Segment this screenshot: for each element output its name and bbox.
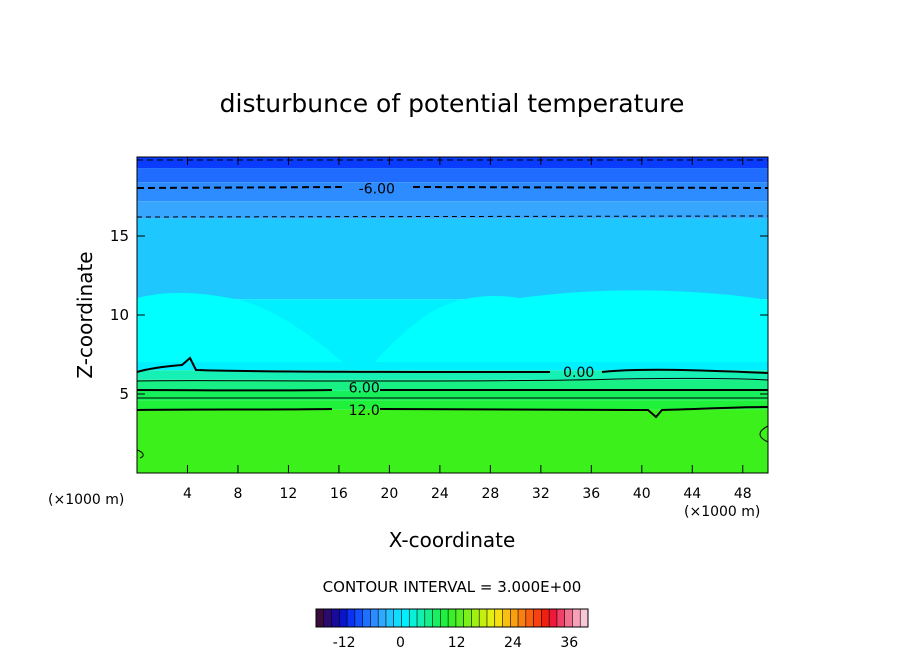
field-band	[137, 157, 768, 169]
colorbar-swatch	[486, 609, 496, 627]
colorbar-swatch	[572, 609, 581, 627]
colorbar-swatch	[494, 609, 504, 627]
contour-line	[759, 425, 769, 443]
x-axis-label: X-coordinate	[389, 528, 516, 552]
field-band	[137, 168, 768, 183]
colorbar-swatch	[316, 609, 325, 627]
x-tick-label: 24	[431, 486, 449, 502]
field-band	[137, 409, 768, 473]
x-tick-label: 48	[734, 486, 752, 502]
y-tick-label: 5	[119, 385, 129, 403]
colorbar-swatch	[370, 609, 379, 627]
x-tick-label: 28	[481, 486, 499, 502]
field-band	[137, 379, 768, 391]
colorbar-ticks: -12 0 12 24 36	[333, 635, 579, 651]
cool-domes	[137, 290, 768, 362]
colorbar-swatch	[401, 609, 410, 627]
colorbar-swatch	[440, 609, 449, 627]
colorbar-swatch	[564, 609, 573, 627]
dome-shape	[375, 290, 768, 362]
contour-line	[136, 406, 769, 419]
colorbar-swatch	[424, 609, 434, 627]
plot-area: -6.00 0.00 6.00 12.0	[136, 156, 769, 474]
contour-line	[136, 186, 769, 189]
colorbar-swatch	[518, 609, 527, 627]
field-band	[137, 400, 768, 410]
x-tick-label: 36	[582, 486, 600, 502]
field-band	[137, 182, 768, 202]
colorbar-swatch	[378, 609, 387, 627]
x-tick-label: 8	[233, 486, 242, 502]
colorbar-swatch	[362, 609, 371, 627]
colorbar-tick-label: 12	[448, 635, 466, 651]
colorbar-swatch	[502, 609, 511, 627]
colorbar-tick-label: 24	[504, 635, 522, 651]
contour-labels: -6.00 0.00 6.00 12.0	[349, 182, 595, 419]
colorbar-swatch	[393, 609, 402, 627]
colorbar-swatch	[331, 609, 340, 627]
contour-line	[136, 449, 144, 459]
colorbar-swatch	[556, 609, 566, 627]
colorbar-swatch	[471, 609, 480, 627]
field-band	[137, 390, 768, 401]
dome-shape	[137, 292, 342, 362]
x-tick-label: 16	[330, 486, 348, 502]
colorbar-tick-label: -12	[333, 635, 356, 651]
colorbar-tick-label: 36	[560, 635, 578, 651]
colorbar-swatch	[479, 609, 488, 627]
x-tick-label: 32	[532, 486, 550, 502]
colorbar-swatch	[339, 609, 348, 627]
field-band	[137, 201, 768, 219]
colorbar-swatch	[432, 609, 441, 627]
x-unit-right: (×1000 m)	[684, 504, 760, 520]
colorbar-swatch	[385, 609, 395, 627]
colorbar-swatch	[463, 609, 472, 627]
contour-label: 12.0	[349, 403, 380, 419]
colorbar-swatch	[525, 609, 535, 627]
contour-label: 0.00	[563, 365, 594, 381]
field-band	[137, 370, 768, 380]
contour-label: 6.00	[349, 381, 380, 397]
contour-interval-text: CONTOUR INTERVAL = 3.000E+00	[323, 578, 582, 596]
y-tick-label: 15	[110, 227, 129, 245]
colorbar-swatch	[347, 609, 356, 627]
chart-title: disturbunce of potential temperature	[220, 89, 685, 118]
x-unit-left: (×1000 m)	[48, 492, 124, 508]
contour-lines	[136, 159, 769, 459]
colorbar-tick-label: 0	[396, 635, 405, 651]
x-tick-label: 20	[380, 486, 398, 502]
colorbar-swatch	[533, 609, 542, 627]
contour-line	[136, 377, 769, 382]
y-axis: 5 10 15	[110, 227, 768, 403]
y-axis-label: Z-coordinate	[73, 251, 97, 378]
field-band	[137, 218, 768, 300]
colorbar-swatch	[354, 609, 364, 627]
contour-label: -6.00	[359, 182, 395, 198]
x-axis: 4 8 12 16 20 24 28 32 36 40 44 48	[183, 157, 752, 502]
y-tick-label: 10	[110, 306, 129, 324]
colorbar-swatch	[541, 609, 550, 627]
x-tick-label: 44	[683, 486, 701, 502]
colorbar-swatch	[417, 609, 426, 627]
colorbar-swatch	[580, 609, 589, 627]
contour-line	[136, 215, 769, 218]
colorbar	[315, 608, 589, 628]
x-tick-label: 40	[633, 486, 651, 502]
colorbar-swatch	[549, 609, 558, 627]
colorbar-swatch	[409, 609, 418, 627]
colorbar-swatch	[323, 609, 333, 627]
colorbar-swatch	[510, 609, 519, 627]
colorbar-frame	[315, 608, 589, 628]
contour-line	[136, 356, 769, 374]
x-tick-label: 12	[280, 486, 298, 502]
colorbar-swatch	[448, 609, 457, 627]
colorbar-swatch	[455, 609, 465, 627]
x-tick-label: 4	[183, 486, 192, 502]
